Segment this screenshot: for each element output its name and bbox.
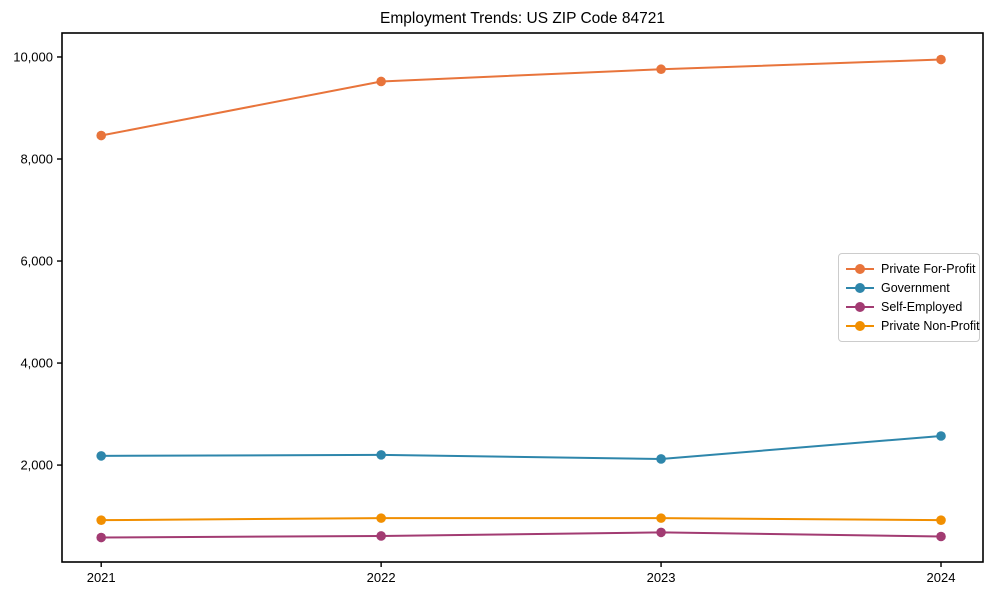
data-point-marker: [656, 454, 666, 464]
data-point-marker: [376, 513, 386, 523]
legend-label: Private Non-Profit: [881, 319, 980, 334]
data-point-marker: [656, 513, 666, 523]
x-tick-label: 2022: [367, 570, 396, 585]
y-tick-label: 10,000: [13, 49, 53, 64]
series-line-self-employed: [100, 531, 943, 539]
y-tick-label: 8,000: [20, 152, 53, 167]
legend-label: Self-Employed: [881, 300, 963, 315]
series-line-private-for-profit: [100, 58, 943, 137]
series-line-government: [100, 434, 943, 460]
data-point-marker: [376, 531, 386, 541]
chart-title: Employment Trends: US ZIP Code 84721: [380, 10, 665, 27]
legend-marker-icon: [846, 282, 874, 293]
legend-marker-icon: [846, 302, 874, 313]
legend-marker-icon: [846, 321, 874, 332]
y-tick-label: 4,000: [20, 356, 53, 371]
y-tick-label: 6,000: [20, 254, 53, 269]
data-point-marker: [96, 130, 106, 141]
data-point-marker: [936, 431, 946, 441]
legend-label: Government: [881, 280, 950, 295]
data-point-marker: [96, 451, 106, 461]
x-tick-label: 2023: [647, 570, 676, 585]
x-tick-label: 2024: [927, 570, 956, 585]
legend-item-government: Government: [846, 278, 972, 297]
series-line-private-non-profit: [100, 517, 943, 522]
data-point-marker: [656, 64, 666, 75]
legend-label: Private For-Profit: [881, 261, 976, 276]
data-point-marker: [936, 515, 946, 525]
data-point-marker: [936, 54, 946, 65]
data-point-marker: [376, 450, 386, 460]
data-point-marker: [96, 532, 106, 543]
legend-item-self-employed: Self-Employed: [846, 298, 972, 317]
x-tick-label: 2021: [87, 570, 116, 585]
legend-marker-icon: [846, 263, 874, 274]
data-point-marker: [376, 76, 386, 87]
y-tick-label: 2,000: [20, 458, 53, 473]
legend-item-private-for-profit: Private For-Profit: [846, 259, 976, 278]
data-point-marker: [96, 515, 106, 525]
axes-frame: [61, 32, 984, 563]
data-point-marker: [936, 531, 946, 542]
legend-item-private-non-profit: Private Non-Profit: [846, 317, 980, 336]
data-point-marker: [656, 527, 666, 538]
chart-legend: Private For-Profit Government Self-Employe…: [838, 253, 980, 342]
